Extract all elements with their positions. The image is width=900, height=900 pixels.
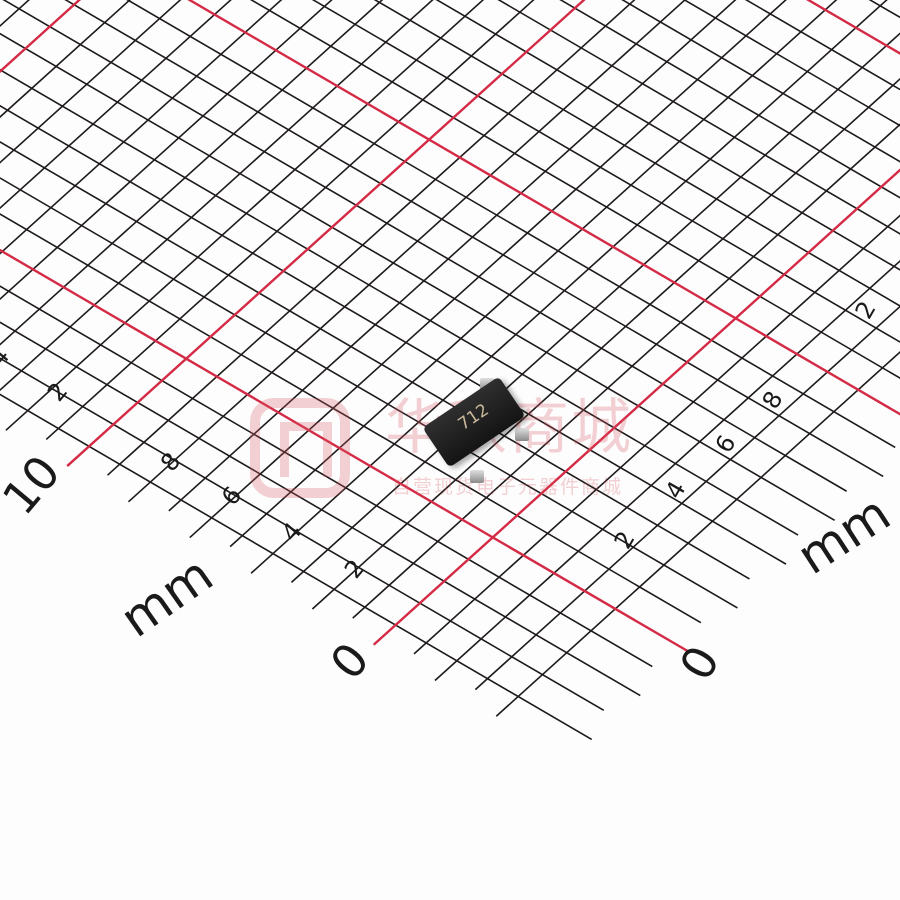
- major-grid-line: [187, 0, 900, 416]
- grid-line: [311, 77, 900, 610]
- grid-line: [559, 0, 900, 199]
- grid-line: [64, 0, 884, 478]
- major-grid-line: [66, 0, 586, 467]
- grid-line: [189, 0, 787, 539]
- chip-pin: [470, 470, 484, 483]
- grid-line: [495, 350, 900, 717]
- grid-line: [311, 0, 900, 343]
- grid-line: [0, 177, 738, 609]
- grid-line: [0, 0, 131, 119]
- grid-line: [0, 0, 482, 1]
- grid-line: [45, 0, 535, 441]
- grid-line: [0, 104, 787, 565]
- grid-line: [0, 0, 434, 392]
- grid-line: [0, 0, 333, 301]
- chip-marking: 712: [454, 400, 493, 435]
- grid-line: [0, 0, 30, 28]
- grid-line: [0, 357, 605, 712]
- major-grid-line: [805, 0, 900, 55]
- grid-line: [127, 0, 686, 503]
- grid-line: [0, 321, 641, 697]
- watermark-subtitle: 自营现货电子元器件商城: [392, 476, 624, 498]
- watermark-logo: [250, 398, 350, 498]
- grid-line: [0, 32, 836, 521]
- grid-line: [0, 0, 758, 154]
- grid-line: [0, 0, 283, 255]
- grid-line: [0, 0, 728, 144]
- grid-line: [0, 285, 653, 668]
- grid-line: [249, 0, 900, 380]
- grid-line: [229, 0, 838, 548]
- grid-line: [434, 259, 900, 682]
- grid-line: [250, 0, 888, 574]
- grid-line: [2, 0, 848, 492]
- grid-line: [0, 0, 900, 252]
- major-grid-line: [0, 248, 690, 653]
- grid-line: [0, 0, 182, 164]
- grid-line: [126, 0, 896, 449]
- grid-line: [0, 0, 819, 189]
- grid-line: [744, 0, 900, 91]
- grid-line: [0, 0, 900, 170]
- grid-line: [352, 123, 900, 619]
- grid-line: [0, 393, 593, 741]
- major-grid-line: [372, 168, 900, 646]
- chip-pin: [515, 428, 529, 441]
- grid-line: [0, 68, 799, 536]
- grid-line: [5, 0, 485, 431]
- grid-line: [497, 0, 900, 235]
- grid-line: [0, 0, 384, 346]
- grid-line: [435, 0, 900, 271]
- grid-line: [413, 214, 900, 655]
- grid-line: [107, 0, 636, 476]
- grid-line: [474, 305, 900, 691]
- grid-line: [683, 0, 900, 127]
- grid-line: [0, 0, 232, 210]
- grid-line: [0, 213, 702, 624]
- grid-line: [621, 0, 900, 163]
- grid-line: [373, 0, 900, 307]
- grid-line: [868, 0, 900, 19]
- grid-line: [168, 0, 737, 512]
